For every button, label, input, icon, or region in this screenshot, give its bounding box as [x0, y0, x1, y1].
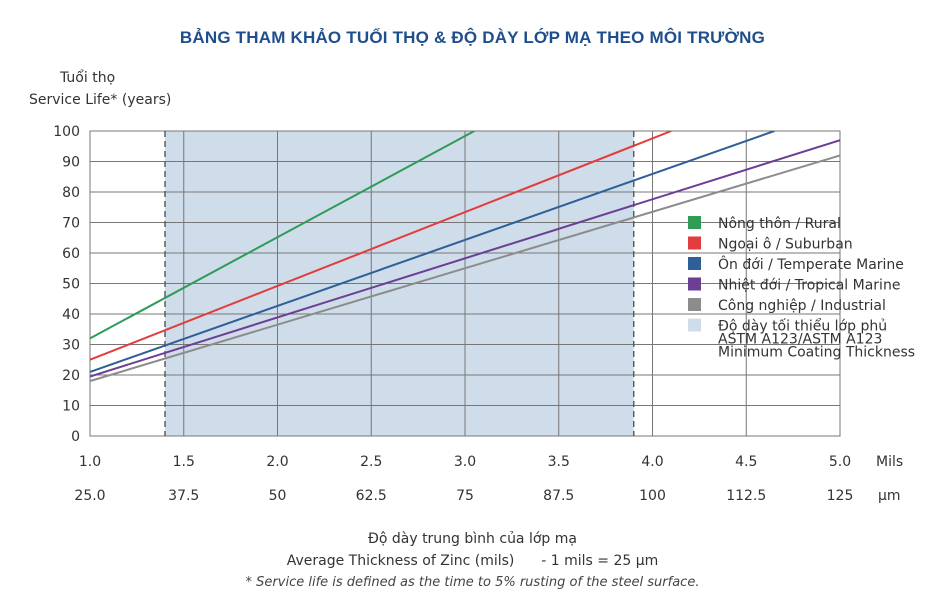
legend-swatch-band: [688, 318, 701, 332]
x-tick-label-mils: 2.0: [266, 454, 288, 470]
series-line: [90, 131, 672, 361]
series-line: [90, 131, 775, 373]
series-line: [90, 131, 475, 340]
series-line: [90, 139, 840, 378]
x-tick-label-mils: 4.5: [735, 454, 757, 470]
x-tick-label-mils: 1.5: [173, 454, 195, 470]
x-tick-label-mils: 3.0: [454, 454, 476, 470]
x-tick-label-mils: 2.5: [360, 454, 382, 470]
x-tick-label-um: 75: [456, 488, 474, 504]
legend-swatch: [688, 298, 701, 311]
x-unit-mils: Mils: [876, 454, 903, 470]
legend-swatch: [688, 257, 701, 270]
x-axis-conversion: - 1 mils = 25 µm: [541, 553, 659, 569]
y-tick-label: 10: [62, 399, 80, 415]
x-tick-label-um: 50: [269, 488, 287, 504]
x-tick-label-um: 125: [827, 488, 854, 504]
footnote: * Service life is defined as the time to…: [245, 575, 700, 590]
y-tick-label: 50: [62, 277, 80, 293]
x-tick-label-um: 25.0: [74, 488, 105, 504]
x-tick-label-mils: 1.0: [79, 454, 101, 470]
y-tick-label: 90: [62, 155, 80, 171]
x-unit-um: µm: [878, 488, 901, 504]
x-tick-label-um: 112.5: [726, 488, 766, 504]
x-tick-label-um: 100: [639, 488, 666, 504]
legend-band-label: Minimum Coating Thickness: [718, 345, 915, 361]
x-tick-label-um: 37.5: [168, 488, 199, 504]
x-axis-label-en: Average Thickness of Zinc (mils): [286, 553, 515, 569]
y-tick-label: 40: [62, 307, 80, 323]
y-tick-label: 100: [53, 124, 80, 140]
legend-label: Ngoại ô / Suburban: [718, 237, 853, 253]
y-tick-label: 30: [62, 338, 80, 354]
y-tick-label: 60: [62, 246, 80, 262]
legend-label: Nông thôn / Rural: [718, 216, 841, 232]
legend-label: Công nghiệp / Industrial: [718, 298, 886, 314]
chart-title: BẢNG THAM KHẢO TUỔI THỌ & ĐỘ DÀY LỚP MẠ …: [179, 28, 766, 47]
x-axis-label-vi: Độ dày trung bình của lớp mạ: [368, 531, 577, 547]
y-axis-label-en: Service Life* (years): [29, 92, 172, 108]
legend-swatch: [688, 277, 701, 291]
x-axis-label-en-row: Average Thickness of Zinc (mils) - 1 mil…: [0, 553, 945, 569]
x-tick-label-um: 62.5: [356, 488, 387, 504]
legend-band-label: Độ dày tối thiểu lớp phủ: [718, 318, 887, 335]
y-tick-label: 0: [71, 429, 80, 445]
x-tick-label-mils: 5.0: [829, 454, 851, 470]
y-tick-label: 20: [62, 368, 80, 384]
x-tick-label-mils: 3.5: [548, 454, 570, 470]
x-tick-label-mils: 4.0: [641, 454, 663, 470]
legend-band-label: ASTM A123/ASTM A123: [718, 332, 882, 348]
y-axis-label-vi: Tuổi thọ: [60, 70, 116, 86]
y-tick-label: 80: [62, 185, 80, 201]
series-line: [90, 154, 840, 383]
y-tick-label: 70: [62, 216, 80, 232]
x-tick-label-um: 87.5: [543, 488, 574, 504]
legend-swatch: [688, 216, 701, 229]
legend-label: Nhiệt đới / Tropical Marine: [718, 278, 900, 294]
legend-swatch: [688, 236, 701, 250]
legend-label: Ôn đới / Temperate Marine: [718, 255, 904, 273]
